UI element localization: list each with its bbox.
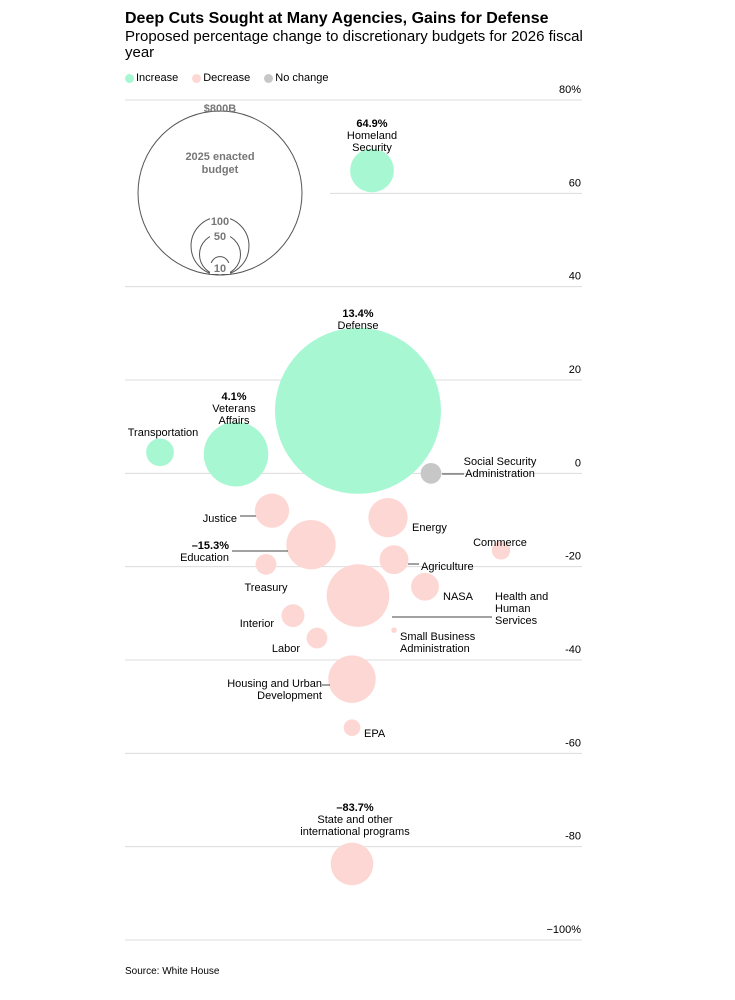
size-key-caption: budget (202, 164, 239, 176)
bubble-value-label-veterans-affairs: 4.1% (221, 391, 246, 403)
bubble-commerce (491, 541, 511, 560)
legend-swatch-increase (125, 73, 134, 83)
bubble-state-and-other-international-programs (330, 842, 374, 886)
bubble-label-commerce: Commerce (473, 537, 527, 549)
y-tick-label: -40 (565, 644, 581, 656)
bubbles (146, 148, 511, 886)
source-note: Source: White House (125, 966, 220, 977)
bubble-label-nasa: NASA (443, 591, 474, 603)
legend-label-decrease: Decrease (203, 72, 251, 84)
y-tick-label: -80 (565, 831, 581, 843)
y-tick-label: -60 (565, 737, 581, 749)
bubble-value-label-state-and-other-international-programs: –83.7% (336, 802, 374, 814)
bubble-value-label-homeland-security: 64.9% (356, 118, 387, 130)
bubble-label-small-business-administration: Administration (400, 643, 470, 655)
chart-title: Deep Cuts Sought at Many Agencies, Gains… (125, 10, 549, 27)
bubble-label-energy: Energy (412, 522, 447, 534)
bubble-nasa (411, 572, 439, 601)
bubble-defense (275, 327, 441, 494)
bubble-label-transportation: Transportation (128, 427, 199, 439)
bubble-label-agriculture: Agriculture (421, 561, 474, 573)
bubble-veterans-affairs (203, 421, 269, 487)
bubble-label-homeland-security: Homeland (347, 130, 397, 142)
y-tick-label: −100% (546, 924, 581, 936)
bubble-energy (368, 498, 408, 538)
bubble-label-labor: Labor (272, 643, 300, 655)
bubble-label-epa: EPA (364, 728, 386, 740)
bubble-health-and-human-services (326, 564, 390, 627)
size-key-label-100: 100 (211, 216, 229, 228)
size-key-label-10: 10 (214, 263, 226, 275)
bubble-label-treasury: Treasury (245, 582, 288, 594)
size-key-circle-800 (137, 110, 303, 276)
bubble-homeland-security (350, 148, 394, 193)
bubble-label-homeland-security: Security (352, 142, 392, 154)
bubble-label-small-business-administration: Small Business (400, 631, 476, 643)
bubble-education (286, 520, 336, 570)
bubble-value-label-education: –15.3% (192, 540, 230, 552)
bubble-treasury (255, 553, 277, 575)
bubble-label-justice: Justice (203, 513, 237, 525)
y-tick-label: 20 (569, 364, 581, 376)
legend-swatch-decrease (192, 73, 202, 83)
y-tick-label: 60 (569, 177, 581, 189)
bubble-label-state-and-other-international-programs: State and other (317, 814, 393, 826)
bubble-label-state-and-other-international-programs: international programs (300, 826, 410, 838)
legend-item-increase: Increase (125, 72, 178, 84)
legend-label-no-change: No change (275, 72, 329, 84)
bubble-label-interior: Interior (240, 618, 275, 630)
legend-swatch-no-change (264, 73, 274, 83)
bubble-transportation (146, 438, 174, 467)
bubble-value-label-defense: 13.4% (342, 308, 373, 320)
bubble-label-veterans-affairs: Veterans (212, 403, 256, 415)
bubble-label-social-security-administration: Administration (465, 468, 535, 480)
bubble-label-veterans-affairs: Affairs (219, 415, 250, 427)
bubble-label-social-security-administration: Social Security (464, 456, 537, 468)
y-tick-label: -20 (565, 551, 581, 563)
legend: Increase Decrease No change (125, 72, 329, 84)
legend-item-decrease: Decrease (192, 72, 250, 84)
size-key-caption: 2025 enacted (185, 151, 254, 163)
bubble-justice (254, 493, 290, 528)
size-key-label-800: $800B (204, 103, 236, 115)
y-tick-label: 40 (569, 271, 581, 283)
bubble-label-housing-and-urban-development: Development (257, 690, 322, 702)
y-tick-label: 0 (575, 457, 581, 469)
bubble-label-health-and-human-services: Human (495, 603, 530, 615)
bubble-epa (343, 719, 361, 736)
bubble-agriculture (379, 545, 409, 575)
bubble-social-security-administration (420, 462, 442, 484)
bubble-small-business-administration (391, 627, 397, 633)
bubble-interior (281, 604, 305, 628)
bubble-label-education: Education (180, 552, 229, 564)
legend-item-no-change: No change (264, 72, 329, 84)
bubble-label-health-and-human-services: Services (495, 615, 538, 627)
size-key-label-bg (210, 231, 230, 242)
bubble-labor (306, 627, 328, 649)
bubble-label-defense: Defense (338, 320, 379, 332)
size-key-label-bg (210, 216, 230, 227)
legend-label-increase: Increase (136, 72, 179, 84)
bubble-label-housing-and-urban-development: Housing and Urban (227, 678, 322, 690)
bubble-housing-and-urban-development (328, 655, 376, 703)
size-key-label-50: 50 (214, 231, 226, 243)
bubble-label-health-and-human-services: Health and (495, 591, 548, 603)
y-tick-label: 80% (559, 84, 581, 96)
size-key-label-bg (210, 263, 230, 274)
chart-subtitle: Proposed percentage change to discretion… (125, 28, 583, 61)
